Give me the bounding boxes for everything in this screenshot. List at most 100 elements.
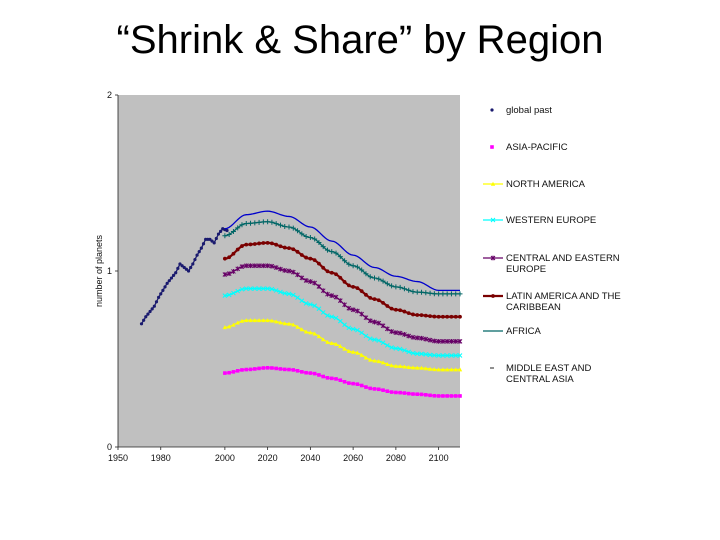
series-point: [282, 367, 287, 372]
series-point: [325, 269, 330, 274]
series-point: [381, 388, 385, 392]
series-point: [226, 232, 232, 238]
series-point: [243, 286, 249, 291]
series-point: [355, 382, 360, 386]
series-point: [351, 284, 356, 289]
series-point: [226, 271, 232, 277]
series-point: [440, 353, 446, 358]
series-point: [398, 390, 402, 395]
series-point: [167, 279, 171, 283]
series-point: [397, 284, 403, 290]
series-point: [178, 262, 182, 266]
series-point: [436, 394, 441, 398]
series-point: [195, 253, 199, 257]
series-point: [321, 337, 326, 342]
series-point: [252, 220, 258, 226]
series-point: [290, 269, 296, 275]
series-point: [457, 367, 463, 372]
series-point: [274, 242, 279, 247]
series-point: [427, 290, 433, 296]
series-point: [436, 339, 441, 344]
series-point: [376, 298, 381, 303]
series-point: [235, 288, 241, 294]
series-point: [320, 288, 326, 294]
series-point: [342, 302, 347, 308]
series-point: [393, 307, 398, 312]
x-tick-label: 1980: [151, 453, 171, 463]
series-point: [308, 302, 313, 307]
series-point: [308, 279, 313, 284]
series-point: [240, 368, 244, 372]
legend-item: WESTERN EUROPE: [483, 215, 596, 226]
legend-swatch: [490, 145, 494, 149]
series-point: [342, 279, 347, 284]
series-point: [444, 339, 450, 344]
series-point: [350, 307, 356, 313]
series-point: [334, 377, 338, 381]
series-point: [240, 244, 244, 248]
series-point: [436, 367, 441, 372]
series-point: [342, 322, 347, 328]
series-point: [453, 314, 458, 319]
series-point: [199, 246, 203, 250]
series-point: [380, 323, 386, 329]
series-point: [222, 325, 228, 330]
series-point: [449, 339, 454, 344]
series-point: [260, 263, 266, 269]
series-point: [222, 272, 228, 277]
series-point: [273, 288, 279, 293]
series-point: [265, 318, 270, 323]
series-point: [320, 244, 326, 250]
series-point: [385, 361, 390, 366]
series-point: [197, 250, 201, 254]
series-point: [355, 327, 360, 333]
series-point: [346, 261, 352, 267]
series-point: [406, 349, 412, 355]
series-point: [282, 223, 288, 229]
series-point: [316, 240, 322, 246]
series-point: [265, 219, 271, 225]
series-point: [248, 220, 254, 226]
series-point: [265, 286, 270, 291]
series-point: [406, 364, 411, 369]
series-point: [230, 228, 236, 234]
series-point: [415, 392, 420, 396]
series-point: [406, 333, 412, 339]
series-point: [295, 295, 300, 300]
series-point: [384, 342, 390, 348]
series-point: [364, 292, 368, 297]
series-point: [324, 247, 330, 253]
series-point: [427, 337, 433, 343]
series-point: [287, 246, 291, 251]
series-point: [257, 366, 261, 371]
series-point: [286, 268, 292, 274]
series-point: [235, 225, 241, 231]
series-point: [402, 364, 407, 369]
series-point: [235, 320, 240, 325]
series-point: [359, 289, 364, 294]
series-point: [231, 269, 236, 274]
legend-label: AFRICA: [506, 326, 542, 337]
series-point: [389, 329, 394, 334]
legend-item: global past: [490, 105, 552, 116]
series-point: [295, 228, 301, 234]
series-point: [384, 326, 390, 332]
series-point: [367, 274, 373, 280]
series-point: [432, 393, 437, 398]
series-point: [186, 269, 191, 273]
series-point: [368, 386, 373, 391]
series-point: [428, 393, 432, 398]
series-point: [290, 292, 296, 298]
series-point: [449, 367, 454, 372]
series-point: [265, 240, 270, 245]
series-point: [159, 292, 163, 296]
series-point: [282, 268, 288, 273]
series-point: [265, 366, 270, 370]
series-point: [304, 255, 308, 260]
series-point: [189, 265, 193, 270]
series-point: [397, 346, 403, 352]
series-point: [350, 263, 356, 269]
series-middle-east-and-central-asia: [224, 210, 460, 292]
